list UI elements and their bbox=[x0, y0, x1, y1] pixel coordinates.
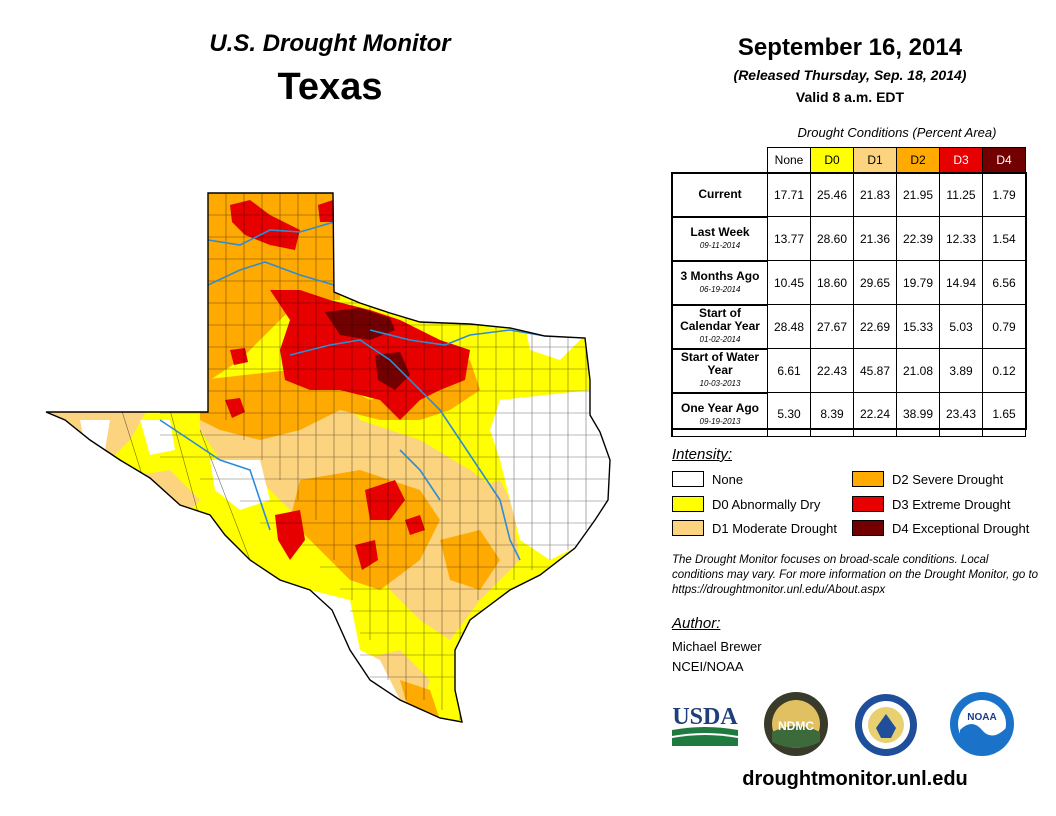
legend-swatch bbox=[672, 520, 704, 536]
col-header-d0: D0 bbox=[810, 147, 854, 173]
valid-time: Valid 8 a.m. EDT bbox=[795, 89, 905, 105]
cell: 45.87 bbox=[853, 348, 897, 393]
legend-item-d4: D4 Exceptional Drought bbox=[852, 520, 1029, 536]
cell: 3.89 bbox=[939, 348, 983, 393]
cell: 10.45 bbox=[767, 260, 811, 305]
cell: 6.56 bbox=[982, 260, 1026, 305]
cell: 5.03 bbox=[939, 304, 983, 349]
noaa-logo: NOAA bbox=[950, 692, 1014, 756]
col-header-d2: D2 bbox=[896, 147, 940, 173]
cell: 22.39 bbox=[896, 216, 940, 261]
texas-drought-map bbox=[45, 192, 611, 723]
legend-swatch bbox=[852, 496, 884, 512]
row-date: 09-11-2014 bbox=[699, 240, 741, 250]
col-header-d3: D3 bbox=[939, 147, 983, 173]
legend-swatch bbox=[852, 471, 884, 487]
state-title: Texas bbox=[277, 66, 383, 108]
cell: 14.94 bbox=[939, 260, 983, 305]
legend-item-d1: D1 Moderate Drought bbox=[672, 520, 837, 536]
row-label: Start of Calendar Year bbox=[680, 306, 760, 333]
legend-item-none: None bbox=[672, 471, 743, 487]
legend-title: Intensity: bbox=[672, 446, 733, 463]
cell: 22.43 bbox=[810, 348, 854, 393]
legend-swatch bbox=[852, 520, 884, 536]
cell: 25.46 bbox=[810, 172, 854, 217]
cell: 0.79 bbox=[982, 304, 1026, 349]
website-link[interactable]: droughtmonitor.unl.edu bbox=[742, 768, 968, 790]
cell: 28.60 bbox=[810, 216, 854, 261]
table-row: Start of Water Year 10-03-2013 6.61 22.43… bbox=[671, 347, 1026, 393]
cell: 5.30 bbox=[767, 392, 811, 437]
cell: 23.43 bbox=[939, 392, 983, 437]
author-title: Author: bbox=[672, 615, 721, 632]
row-date: 01-02-2014 bbox=[699, 335, 741, 344]
usda-logo: USDA bbox=[672, 704, 738, 746]
cell: 1.54 bbox=[982, 216, 1026, 261]
cell: 38.99 bbox=[896, 392, 940, 437]
table-caption: Drought Conditions (Percent Area) bbox=[797, 125, 997, 140]
cell: 15.33 bbox=[896, 304, 940, 349]
legend-swatch bbox=[672, 496, 704, 512]
table-row: Current 17.71 25.46 21.83 21.95 11.25 1.… bbox=[671, 171, 1026, 217]
cell: 1.65 bbox=[982, 392, 1026, 437]
row-label: One Year Ago bbox=[680, 400, 760, 415]
cell: 6.61 bbox=[767, 348, 811, 393]
ndmc-logo: NDMC bbox=[764, 692, 828, 756]
commerce-seal-logo bbox=[855, 694, 917, 756]
cell: 17.71 bbox=[767, 172, 811, 217]
legend-label: D4 Exceptional Drought bbox=[892, 520, 1030, 536]
row-label: Last Week bbox=[690, 224, 750, 239]
cell: 13.77 bbox=[767, 216, 811, 261]
row-date: 06-19-2014 bbox=[699, 284, 741, 294]
row-label: 3 Months Ago bbox=[680, 268, 760, 283]
cell: 22.69 bbox=[853, 304, 897, 349]
table-row: Start of Calendar Year 01-02-2014 28.48 2… bbox=[671, 303, 1026, 349]
col-header-d4: D4 bbox=[982, 147, 1026, 173]
table-row: 3 Months Ago 06-19-2014 10.45 18.60 29.65… bbox=[671, 259, 1026, 305]
cell: 29.65 bbox=[853, 260, 897, 305]
author-name: Michael Brewer bbox=[672, 639, 762, 654]
legend-label: D1 Moderate Drought bbox=[712, 520, 838, 536]
row-date: 09-19-2013 bbox=[699, 416, 741, 426]
table-row: Last Week 09-11-2014 13.77 28.60 21.36 22… bbox=[671, 215, 1026, 261]
author-block: Michael Brewer NCEI/NOAA bbox=[672, 637, 762, 677]
usda-logo-text: USDA bbox=[672, 704, 738, 730]
ndmc-logo-text: NDMC bbox=[778, 719, 814, 733]
program-title: U.S. Drought Monitor bbox=[209, 30, 451, 57]
cell: 18.60 bbox=[810, 260, 854, 305]
row-date: 10-03-2013 bbox=[699, 379, 741, 388]
cell: 21.95 bbox=[896, 172, 940, 217]
col-header-none: None bbox=[767, 147, 811, 173]
col-header-d1: D1 bbox=[853, 147, 897, 173]
author-org: NCEI/NOAA bbox=[672, 659, 744, 674]
legend-item-d3: D3 Extreme Drought bbox=[852, 496, 1011, 512]
release-date: (Released Thursday, Sep. 18, 2014) bbox=[733, 67, 967, 83]
legend-label: None bbox=[712, 471, 744, 487]
cell: 21.08 bbox=[896, 348, 940, 393]
cell: 1.79 bbox=[982, 172, 1026, 217]
cell: 22.24 bbox=[853, 392, 897, 437]
cell: 11.25 bbox=[939, 172, 983, 217]
cell: 19.79 bbox=[896, 260, 940, 305]
cell: 0.12 bbox=[982, 348, 1026, 393]
row-label: Start of Water Year bbox=[680, 350, 760, 377]
table-row: One Year Ago 09-19-2013 5.30 8.39 22.24 3… bbox=[671, 391, 1026, 437]
row-label: Current bbox=[698, 187, 742, 201]
legend-label: D3 Extreme Drought bbox=[892, 496, 1011, 512]
cell: 27.67 bbox=[810, 304, 854, 349]
drought-conditions-table: None D0 D1 D2 D3 D4 Current 17.71 25.46 … bbox=[671, 147, 1026, 437]
legend-label: D2 Severe Drought bbox=[892, 471, 1004, 487]
cell: 28.48 bbox=[767, 304, 811, 349]
cell: 8.39 bbox=[810, 392, 854, 437]
disclaimer-note: The Drought Monitor focuses on broad-sca… bbox=[672, 554, 1039, 596]
cell: 21.36 bbox=[853, 216, 897, 261]
legend-item-d2: D2 Severe Drought bbox=[852, 471, 1003, 487]
map-date: September 16, 2014 bbox=[737, 34, 963, 61]
legend-swatch bbox=[672, 471, 704, 487]
cell: 21.83 bbox=[853, 172, 897, 217]
legend-item-d0: D0 Abnormally Dry bbox=[672, 496, 820, 512]
legend-label: D0 Abnormally Dry bbox=[712, 496, 821, 512]
cell: 12.33 bbox=[939, 216, 983, 261]
noaa-logo-text: NOAA bbox=[967, 712, 996, 723]
